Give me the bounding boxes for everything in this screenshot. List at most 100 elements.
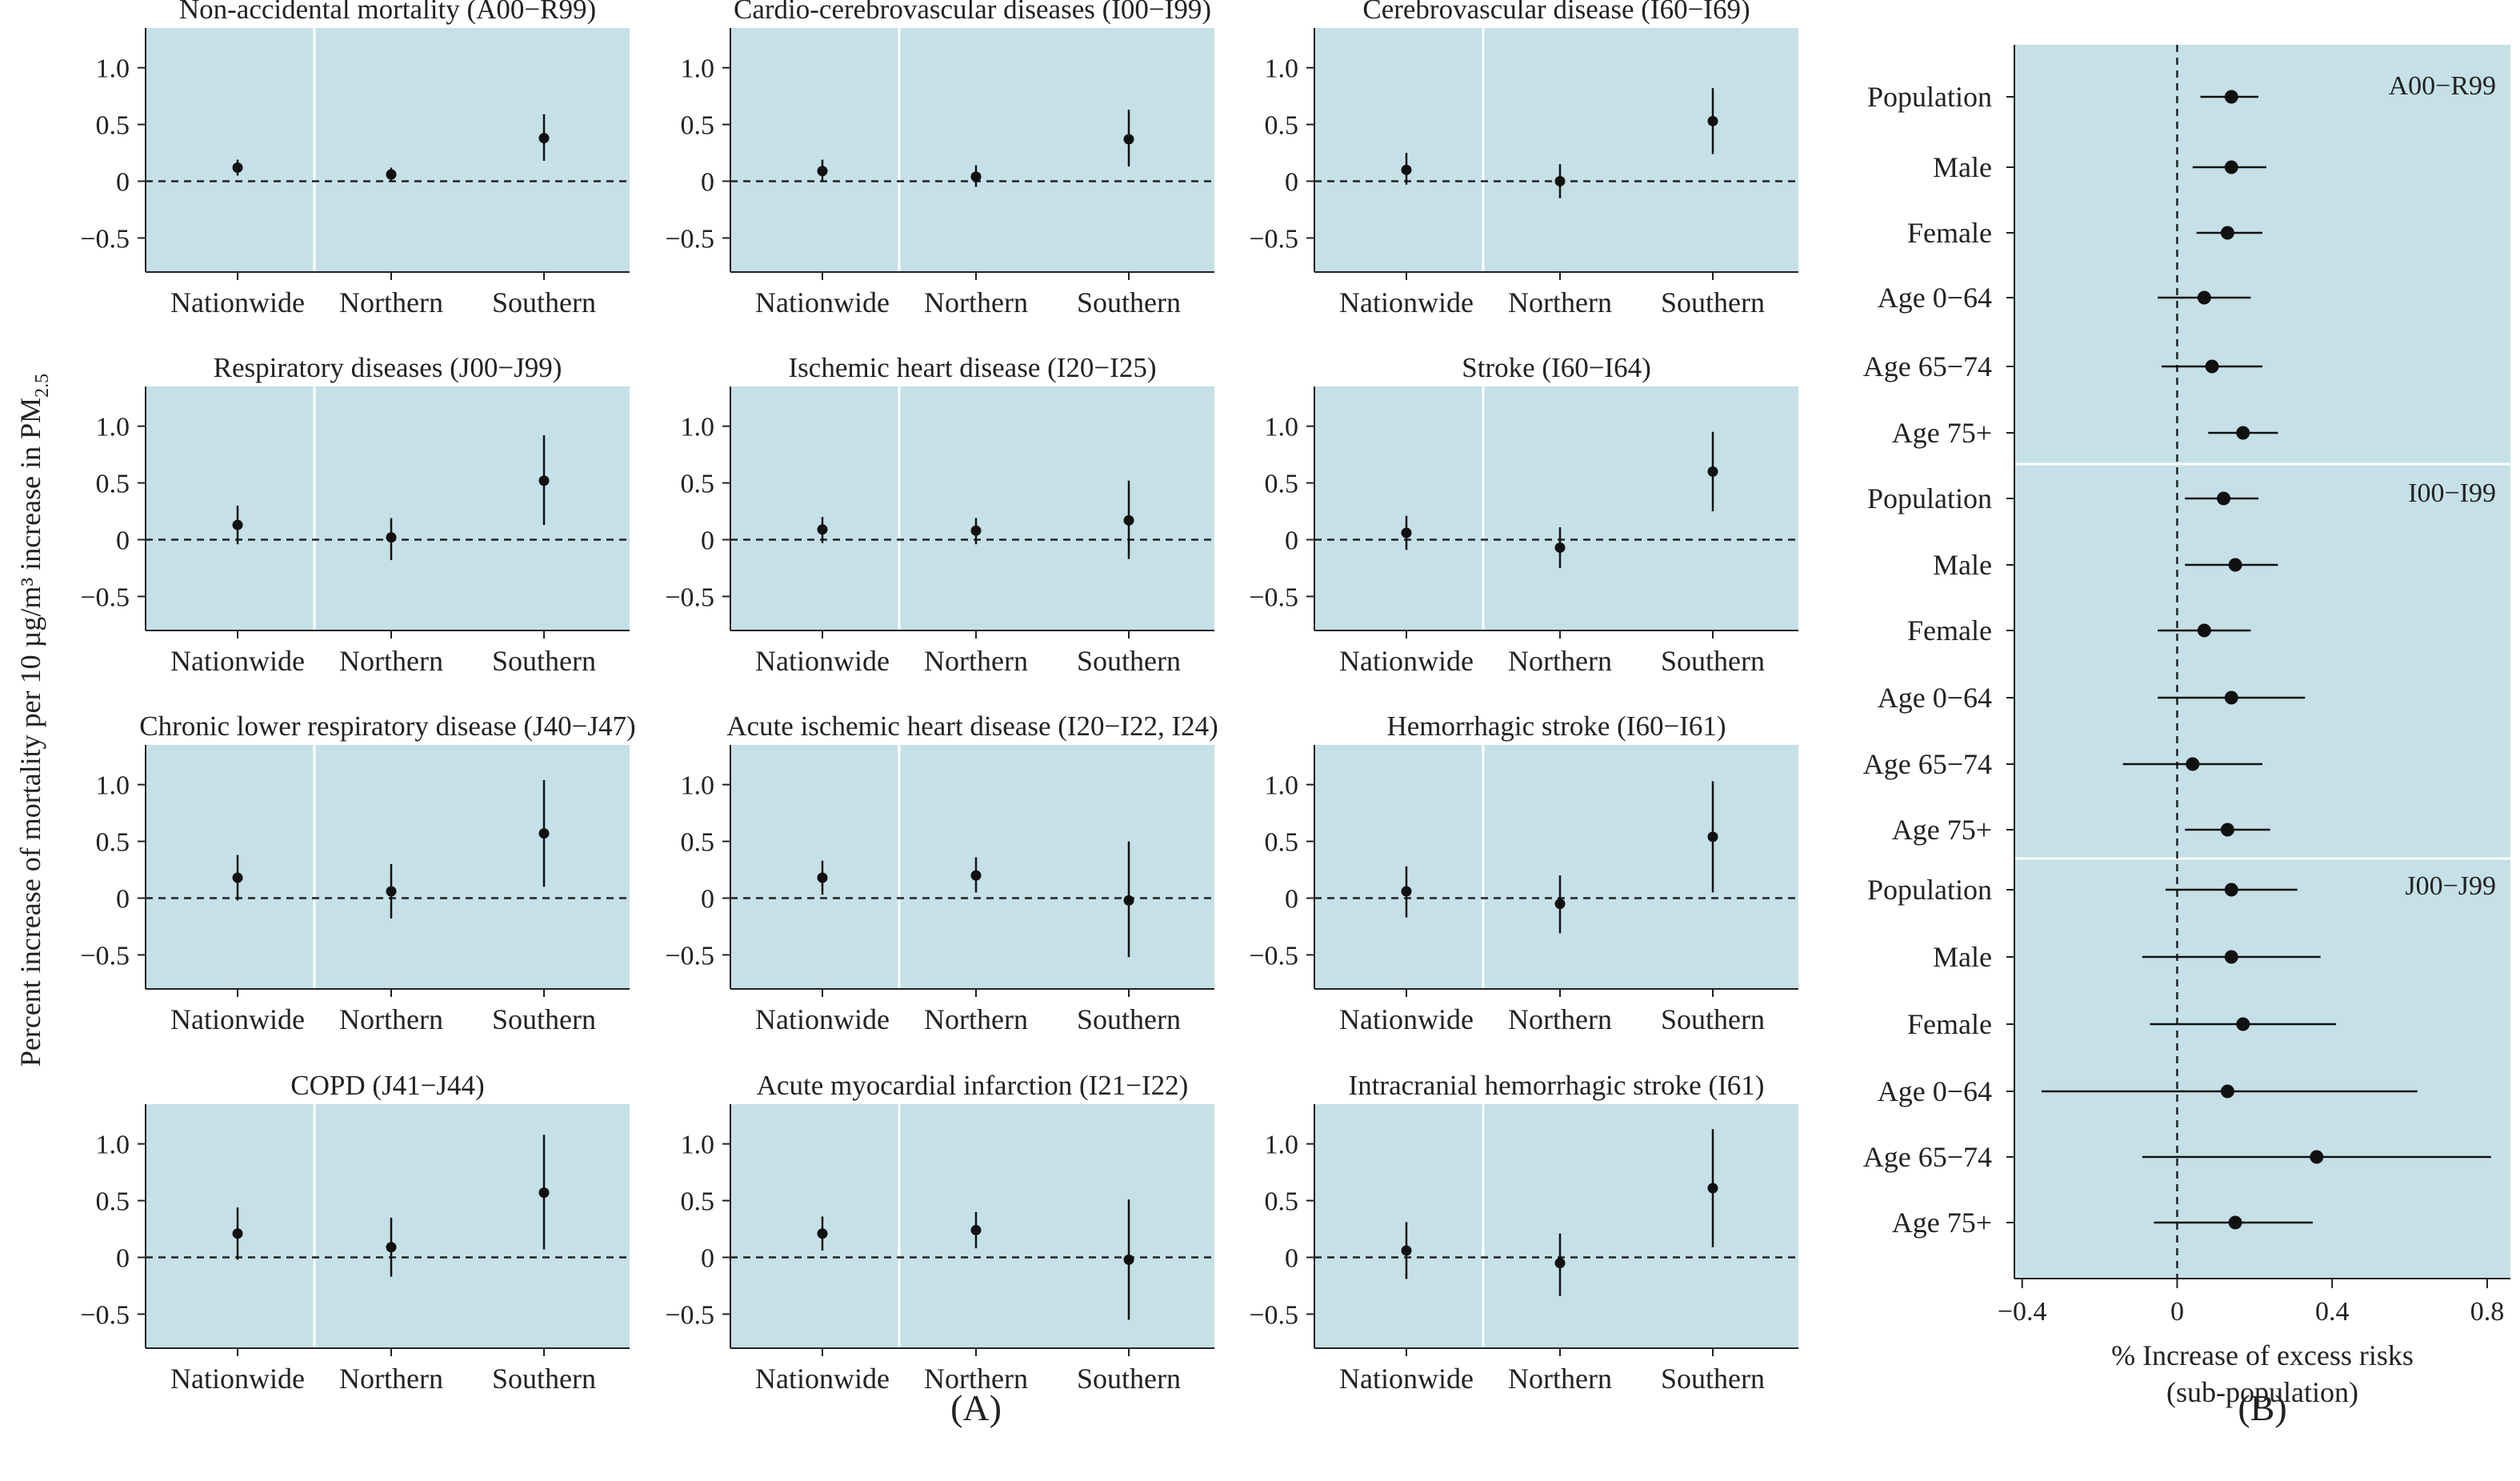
row-label: Age 75+ [1892, 1207, 1992, 1239]
x-tick-label: Southern [492, 286, 596, 318]
estimate-point [2220, 1084, 2234, 1099]
y-tick-label: 1.0 [1265, 413, 1299, 442]
subplot-4: 1.0 0.5 0 −0.5 Nationwide Northern Southern Res… [80, 352, 630, 677]
y-tick-label: −0.5 [80, 224, 130, 254]
y-tick-label: 0.5 [96, 111, 130, 141]
row-label: Population [1867, 482, 1992, 514]
plot-area [1314, 386, 1798, 630]
estimate-point [1123, 895, 1134, 906]
group-label: J00−J99 [2405, 871, 2496, 901]
x-tick-label: Nationwide [170, 1363, 305, 1395]
y-tick-label: −0.5 [1249, 1300, 1298, 1330]
y-tick-label: 0.5 [96, 828, 130, 858]
y-tick-label: −0.5 [1249, 582, 1298, 612]
estimate-point [538, 828, 550, 839]
subplot-7: 1.0 0.5 0 −0.5 Nationwide Northern Southern Chr… [80, 710, 635, 1035]
y-tick-label: 1.0 [1265, 54, 1299, 84]
plot-area [146, 386, 630, 630]
estimate-point [2220, 823, 2234, 837]
y-tick-label: 1.0 [681, 413, 715, 442]
plot-area [1314, 28, 1798, 272]
row-label: Age 0−64 [1878, 1075, 1992, 1107]
row-label: Age 75+ [1892, 814, 1992, 846]
estimate-point [2224, 90, 2238, 104]
group-1: A00−R99 Population Male Female Age 0−64 Age 6… [1863, 71, 2496, 449]
y-tick-label: 1.0 [96, 54, 130, 84]
estimate-point [1554, 542, 1566, 553]
y-tick-label: 0.5 [96, 1187, 130, 1217]
x-tick-label: Southern [1077, 1003, 1181, 1035]
row-label: Male [1933, 549, 1992, 581]
row-label: Female [1907, 217, 1992, 249]
subplot-2: 1.0 0.5 0 −0.5 Nationwide Northern Southern Car… [665, 0, 1214, 318]
estimate-point [2224, 160, 2238, 174]
row-label: Female [1907, 614, 1992, 646]
estimate-point [538, 133, 550, 144]
x-tick-label: Northern [1508, 1003, 1612, 1035]
x-tick-label: Nationwide [1339, 286, 1474, 318]
y-tick-label: 0.5 [1265, 111, 1299, 141]
estimate-point [2310, 1150, 2324, 1164]
plot-area [730, 1104, 1214, 1348]
x-tick-label: Northern [1508, 1363, 1612, 1395]
subplot-title: Respiratory diseases (J00−J99) [214, 352, 562, 383]
estimate-point [232, 1228, 243, 1239]
y-tick-label: −0.5 [665, 224, 714, 254]
group-label: I00−I99 [2408, 478, 2496, 508]
row-label: Age 75+ [1892, 417, 1992, 449]
x-tick-label: Northern [924, 1363, 1028, 1395]
subplot-title: Hemorrhagic stroke (I60−I61) [1386, 710, 1726, 742]
row-label: Age 65−74 [1863, 748, 1992, 780]
estimate-point [2236, 1017, 2250, 1031]
x-tick-label: Southern [492, 645, 596, 677]
plot-area [146, 28, 630, 272]
y-tick-label: −0.5 [1249, 224, 1298, 254]
x-tick-label: Southern [1661, 1363, 1765, 1395]
x-tick-label: Southern [1661, 645, 1765, 677]
y-tick-label: 0 [701, 885, 714, 915]
estimate-point [970, 870, 982, 881]
subplot-title: COPD (J41−J44) [290, 1070, 484, 1101]
x-tick-label: 0.8 [2470, 1297, 2505, 1327]
panel-b-label: (B) [2238, 1387, 2286, 1428]
y-tick-label: 1.0 [1265, 1131, 1299, 1160]
estimate-point [817, 166, 828, 177]
x-tick-label: Northern [339, 286, 443, 318]
y-tick-label: 0.5 [1265, 1187, 1299, 1217]
x-tick-label: Nationwide [755, 645, 890, 677]
y-tick-label: 0 [1285, 885, 1298, 915]
y-tick-label: −0.5 [80, 1300, 130, 1330]
row-label: Age 65−74 [1863, 1141, 1992, 1173]
x-axis-label-line-2: (sub-population) [2166, 1376, 2358, 1408]
y-tick-label: 0.5 [1265, 828, 1299, 858]
subplot-12: 1.0 0.5 0 −0.5 Nationwide Northern Southern Int… [1249, 1070, 1798, 1395]
x-tick-label: Southern [492, 1363, 596, 1395]
subplot-6: 1.0 0.5 0 −0.5 Nationwide Northern Southern Str… [1249, 352, 1798, 677]
estimate-point [970, 171, 982, 182]
x-tick-label: Southern [1077, 1363, 1181, 1395]
x-tick-label: Northern [1508, 286, 1612, 318]
y-tick-label: −0.5 [1249, 941, 1298, 971]
estimate-point [232, 872, 243, 883]
x-tick-label: Southern [1661, 1003, 1765, 1035]
subplot-8: 1.0 0.5 0 −0.5 Nationwide Northern Southern Acu… [665, 710, 1218, 1035]
y-tick-label: 0 [1285, 1244, 1298, 1274]
y-tick-label: 0.5 [681, 470, 715, 499]
estimate-point [538, 1187, 550, 1199]
estimate-point [386, 886, 397, 897]
y-tick-label: 0.5 [1265, 470, 1299, 499]
estimate-point [1554, 899, 1566, 910]
row-label: Male [1933, 151, 1992, 183]
subplot-9: 1.0 0.5 0 −0.5 Nationwide Northern Southern Hem… [1249, 710, 1798, 1035]
estimate-point [1123, 514, 1134, 526]
y-tick-label: 1.0 [96, 771, 130, 801]
estimate-point [1401, 527, 1412, 538]
estimate-point [2236, 426, 2250, 440]
x-tick-label: Nationwide [1339, 1003, 1474, 1035]
estimate-point [1707, 1183, 1718, 1194]
y-tick-label: 0 [1285, 526, 1298, 556]
estimate-point [2224, 883, 2238, 897]
x-tick-label: Southern [1077, 645, 1181, 677]
panel-b: A00−R99 Population Male Female Age 0−64 Age 6… [1863, 45, 2510, 1408]
estimate-point [2186, 757, 2200, 771]
